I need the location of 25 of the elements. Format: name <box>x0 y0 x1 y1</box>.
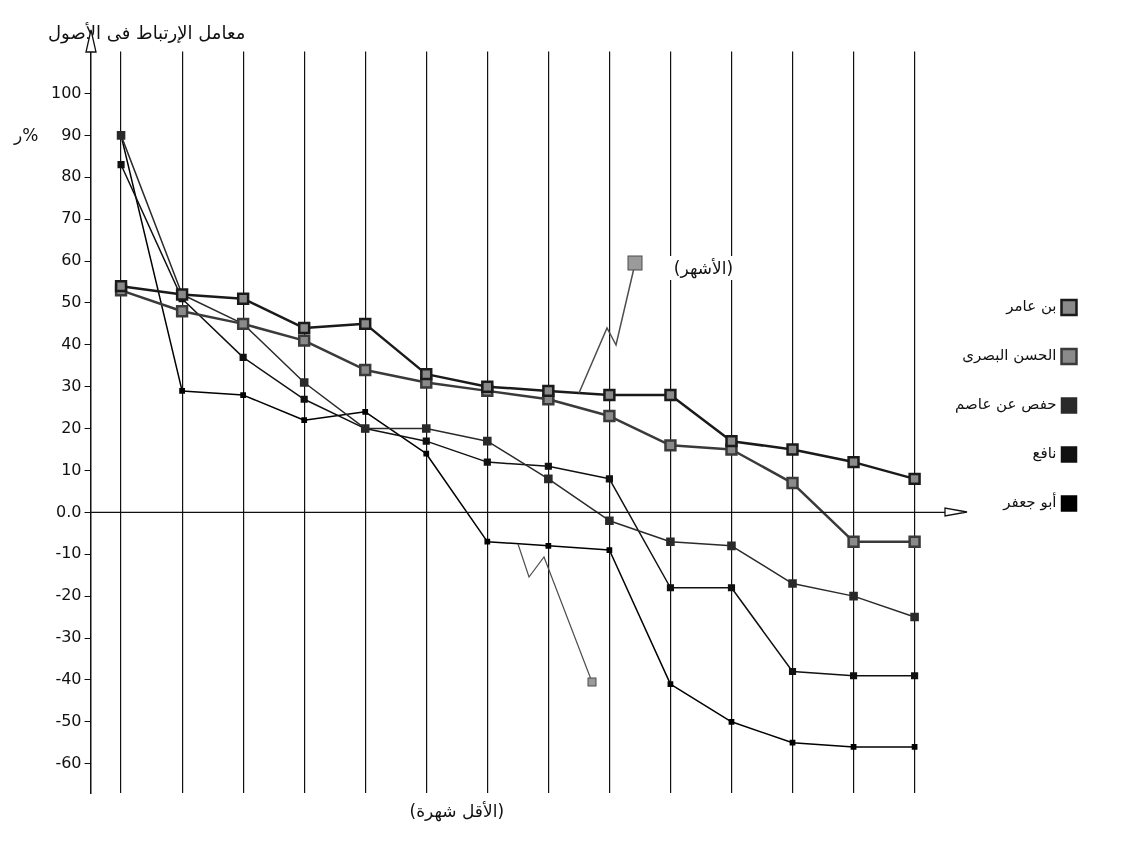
y-tick-label: -20 <box>55 585 82 605</box>
y-tick-label: 10 <box>61 459 82 479</box>
y-tick-label: 0.0 <box>56 501 82 521</box>
y-tick-label: -40 <box>55 669 82 689</box>
y-tick-label: 50 <box>61 292 82 312</box>
y-axis-title: ر% <box>13 125 39 146</box>
y-tick-label: 100 <box>50 82 82 102</box>
annotation: (الأشهر) <box>673 257 734 279</box>
y-tick-label: -10 <box>55 543 82 563</box>
y-tick-label: 40 <box>61 333 82 353</box>
y-tick-label: 80 <box>61 166 82 186</box>
y-tick-label: 20 <box>61 417 82 437</box>
y-tick-label: 60 <box>61 250 82 270</box>
y-tick-label: -60 <box>55 752 82 772</box>
y-tick-label: -30 <box>55 627 82 647</box>
legend-label: نافع <box>1032 444 1057 463</box>
text: (الأقل شهرة) <box>409 801 505 822</box>
y-tick-label: 30 <box>61 375 82 395</box>
legend-label: الحسن البصرى <box>962 346 1057 365</box>
legend-label: أبو جعفر <box>1002 492 1057 512</box>
legend-label: حفص عن عاصم <box>955 395 1057 414</box>
legend-label: بن عامر <box>1005 297 1057 316</box>
y-tick-label: 90 <box>61 124 82 144</box>
y-tick-label: 70 <box>61 208 82 228</box>
y-tick-label: -50 <box>55 710 82 730</box>
